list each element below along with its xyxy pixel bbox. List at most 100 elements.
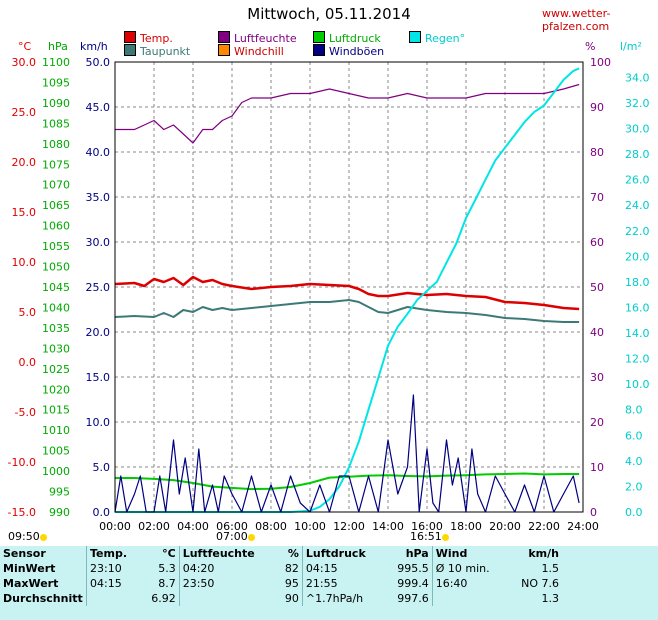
stats-cell: 1.5 [541,562,560,575]
humidity-tick-label: 50 [590,281,604,294]
stats-header-row: Sensor Temp. °C Luftfeuchte % Luftdruck … [0,546,562,561]
pressure-tick-label: 1080 [42,138,70,151]
statistics-table: Sensor Temp. °C Luftfeuchte % Luftdruck … [0,546,562,606]
temp-tick-label: -15.0 [8,506,36,519]
stats-cell: MaxWert [3,577,59,590]
legend-swatch-dewpoint [124,44,136,56]
humidity-tick-label: 20 [590,416,604,429]
stats-cell: ^1.7hPa/h [301,591,385,606]
stats-cell [431,591,508,606]
humidity-tick-label: 90 [590,101,604,114]
stats-row-max: MaxWert 04:15 8.7 23:50 95 21:55 999.4 1… [0,576,562,591]
pressure-tick-label: 1040 [42,301,70,314]
humidity-tick-label: 30 [590,371,604,384]
rain-tick-label: 2.0 [625,480,643,493]
legend-label-temp: Temp. [140,32,173,45]
unit-humidity: % [585,40,595,53]
temp-tick-label: 25.0 [12,106,37,119]
rain-tick-label: 10.0 [625,378,650,391]
rain-tick-label: 24.0 [625,199,650,212]
x-tick-label: 16:00 [411,520,443,533]
stats-cell: 90 [284,592,299,605]
x-tick-label: 18:00 [450,520,482,533]
humidity-tick-label: 0 [590,506,597,519]
stats-cell: Ø 10 min. [431,561,508,576]
rain-tick-label: 14.0 [625,327,650,340]
wind-tick-label: 5.0 [93,461,111,474]
rain-tick-label: 18.0 [625,276,650,289]
legend-swatch-humidity [218,31,230,43]
sun-icon-last [40,534,47,541]
unit-pressure: hPa [48,40,68,53]
stats-header-wind: Wind [431,546,508,561]
pressure-tick-label: 1060 [42,220,70,233]
legend-label-humidity: Luftfeuchte [234,32,297,45]
x-tick-label: 02:00 [138,520,170,533]
legend-label-windchill: Windchill [234,45,284,58]
stats-cell: Durchschnitt [3,592,83,605]
site-url[interactable]: www.wetter-pfalzen.com [542,7,611,33]
stats-header-temp: Temp. [85,546,141,561]
pressure-tick-label: 1090 [42,97,70,110]
wind-tick-label: 45.0 [86,101,111,114]
wind-tick-label: 35.0 [86,191,111,204]
statistics-panel: Sensor Temp. °C Luftfeuchte % Luftdruck … [0,546,658,620]
stats-cell: 999.4 [397,577,429,590]
legend-label-dewpoint: Taupunkt [140,45,191,58]
rain-tick-label: 8.0 [625,404,643,417]
wind-tick-label: 20.0 [86,326,111,339]
wind-tick-label: 15.0 [86,371,111,384]
series-line-taupunkt [114,299,580,323]
pressure-tick-label: 1035 [42,322,70,335]
pressure-tick-label: 1065 [42,199,70,212]
pressure-tick-label: 1000 [42,465,70,478]
rain-tick-label: 20.0 [625,250,650,263]
x-tick-label: 24:00 [567,520,599,533]
axis-units: °C hPa km/h % l/m² [18,40,642,53]
wind-tick-label: 30.0 [86,236,111,249]
rain-tick-label: 6.0 [625,429,643,442]
stats-row-average: Durchschnitt 6.92 90 ^1.7hPa/h 997.6 1.3 [0,591,562,606]
stats-cell: 95 [284,577,299,590]
rain-tick-label: 0.0 [625,506,643,519]
legend-label-gusts: Windböen [329,45,385,58]
x-tick-label: 00:00 [99,520,131,533]
stats-header-humidity-unit: % [287,547,299,560]
legend-dewpoint: Taupunkt [124,44,191,58]
pressure-tick-label: 1050 [42,261,70,274]
stats-cell: 23:50 [178,576,277,591]
legend-swatch-rain [409,31,421,43]
stats-cell: 04:20 [178,561,277,576]
stats-cell: 23:10 [85,561,141,576]
plot-frame [114,61,584,513]
legend-swatch-windchill [218,44,230,56]
stats-cell: 82 [284,562,299,575]
sunrise-icon [248,534,255,541]
x-tick-label: 04:00 [177,520,209,533]
rain-tick-label: 4.0 [625,455,643,468]
humidity-tick-label: 60 [590,236,604,249]
marker-last-time: 09:50 [8,530,40,543]
stats-header-pressure-unit: hPa [405,547,429,560]
x-tick-label: 08:00 [255,520,287,533]
stats-header-pressure: Luftdruck [301,546,385,561]
pressure-tick-label: 995 [49,486,70,499]
marker-sunrise-time: 07:00 [216,530,248,543]
stats-cell: 1.3 [541,592,560,605]
legend-label-rain: Regen° [425,32,466,45]
rain-tick-label: 16.0 [625,301,650,314]
legend-humidity: Luftfeuchte [218,31,297,45]
stats-cell: 995.5 [397,562,429,575]
stats-header-humidity: Luftfeuchte [178,546,277,561]
legend-windchill: Windchill [218,44,284,58]
series-line-windben [114,394,580,513]
rain-tick-label: 32.0 [625,97,650,110]
stats-cell: 997.6 [397,592,429,605]
pressure-tick-label: 1055 [42,240,70,253]
pressure-tick-label: 1100 [42,56,70,69]
tick-labels: 00:00 02:00 04:00 06:00 08:00 10:00 12:00 14:00… [8,56,650,533]
wind-tick-label: 25.0 [86,281,111,294]
series-line-temp [114,275,580,311]
stats-row-min: MinWert 23:10 5.3 04:20 82 04:15 995.5 Ø… [0,561,562,576]
wind-tick-label: 40.0 [86,146,111,159]
